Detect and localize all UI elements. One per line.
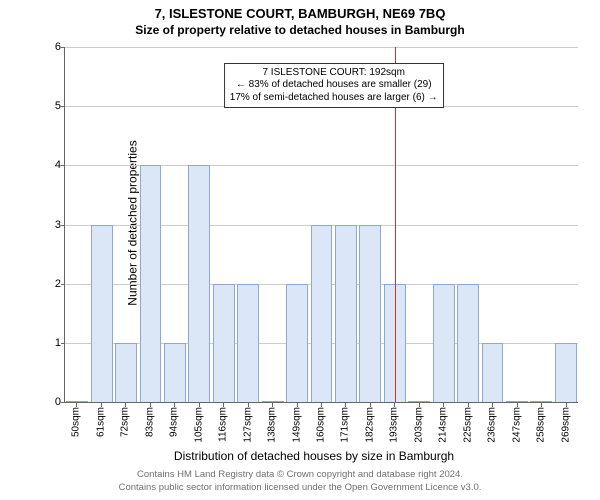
histogram-bar <box>433 284 455 402</box>
xtick-label: 182sqm <box>364 407 375 443</box>
xtick-label: 83sqm <box>144 407 155 437</box>
histogram-bar <box>457 284 479 402</box>
ytick-label: 1 <box>43 337 61 349</box>
xtick-label: 116sqm <box>218 407 229 442</box>
chart-title-main: 7, ISLESTONE COURT, BAMBURGH, NE69 7BQ <box>0 6 600 21</box>
xtick-label: 138sqm <box>267 407 278 443</box>
ytick-label: 4 <box>43 159 61 171</box>
xtick-label: 50sqm <box>71 407 82 437</box>
histogram-bar <box>506 401 528 402</box>
ytick-mark <box>61 343 65 344</box>
histogram-bar <box>286 284 308 402</box>
histogram-bar <box>262 401 284 402</box>
histogram-bar <box>237 284 259 402</box>
xtick-label: 225sqm <box>462 407 473 443</box>
histogram-bar <box>335 225 357 403</box>
xtick-label: 72sqm <box>120 407 131 437</box>
plot-region: 01234567 ISLESTONE COURT: 192sqm← 83% of… <box>64 47 578 403</box>
ytick-label: 5 <box>43 100 61 112</box>
histogram-bar <box>359 225 381 403</box>
xtick-label: 214sqm <box>438 407 449 443</box>
histogram-bar <box>213 284 235 402</box>
xtick-label: 193sqm <box>389 407 400 443</box>
histogram-bar <box>311 225 333 403</box>
ytick-label: 2 <box>43 278 61 290</box>
histogram-bar <box>188 165 210 402</box>
ytick-mark <box>61 284 65 285</box>
chart-root: 7, ISLESTONE COURT, BAMBURGH, NE69 7BQ S… <box>0 0 600 500</box>
ytick-label: 6 <box>43 41 61 53</box>
xtick-label: 127sqm <box>242 407 253 443</box>
ytick-mark <box>61 165 65 166</box>
xtick-label: 269sqm <box>560 407 571 443</box>
xtick-label: 171sqm <box>340 407 351 443</box>
xtick-label: 61sqm <box>95 407 106 437</box>
footer-line-2: Contains public sector information licen… <box>10 482 590 494</box>
ytick-mark <box>61 106 65 107</box>
histogram-bar <box>482 343 504 402</box>
histogram-bar <box>115 343 137 402</box>
annotation-line: 7 ISLESTONE COURT: 192sqm <box>230 67 438 80</box>
histogram-bar <box>140 165 162 402</box>
histogram-bar <box>164 343 186 402</box>
xtick-label: 105sqm <box>193 407 204 443</box>
ytick-label: 3 <box>43 219 61 231</box>
annotation-line: 17% of semi-detached houses are larger (… <box>230 92 438 105</box>
x-axis-label: Distribution of detached houses by size … <box>44 449 584 463</box>
histogram-bar <box>530 401 552 402</box>
ytick-mark <box>61 47 65 48</box>
x-axis-ticks: 50sqm 61sqm 72sqm 83sqm 94sqm 105sqm 116sqm 127… <box>64 403 578 447</box>
title-block: 7, ISLESTONE COURT, BAMBURGH, NE69 7BQ S… <box>0 0 600 39</box>
chart-area: Number of detached properties 01234567 I… <box>44 43 584 463</box>
annotation-box: 7 ISLESTONE COURT: 192sqm← 83% of detach… <box>224 63 444 109</box>
gridline <box>65 47 578 48</box>
xtick-label: 160sqm <box>316 407 327 443</box>
ytick-mark <box>61 225 65 226</box>
xtick-label: 236sqm <box>487 407 498 443</box>
histogram-bar <box>66 401 88 402</box>
footer-line-1: Contains HM Land Registry data © Crown c… <box>10 469 590 481</box>
annotation-line: ← 83% of detached houses are smaller (29… <box>230 79 438 92</box>
chart-title-sub: Size of property relative to detached ho… <box>0 23 600 37</box>
histogram-bar <box>408 401 430 402</box>
histogram-bar <box>91 225 113 403</box>
xtick-label: 247sqm <box>511 407 522 443</box>
attribution-footer: Contains HM Land Registry data © Crown c… <box>0 465 600 500</box>
xtick-label: 203sqm <box>413 407 424 443</box>
histogram-bar <box>555 343 577 402</box>
xtick-label: 149sqm <box>291 407 302 443</box>
ytick-label: 0 <box>43 396 61 408</box>
xtick-label: 258sqm <box>536 407 547 443</box>
xtick-label: 94sqm <box>169 407 180 437</box>
